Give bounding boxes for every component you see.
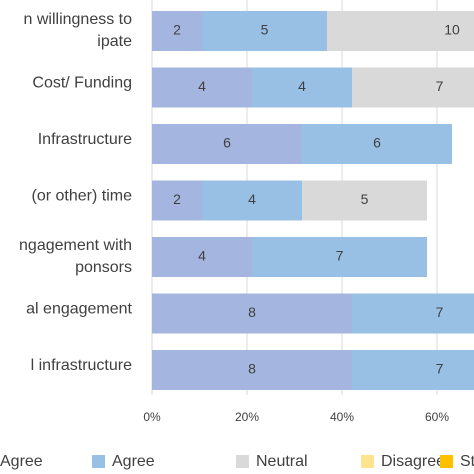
bar-segment (352, 67, 474, 108)
x-tick-label: 40% (330, 410, 354, 424)
bar-value-label: 10 (444, 22, 460, 38)
category-label: Infrastructure (38, 131, 132, 148)
bar-segment (302, 180, 427, 221)
x-tick-label: 0% (143, 410, 161, 424)
bar-segment (152, 237, 252, 277)
bar-segment (152, 180, 202, 221)
bar-value-label: 4 (198, 248, 206, 264)
bar-value-label: 4 (298, 78, 306, 94)
category-label: n willingness to (24, 11, 133, 28)
bar-value-label: 7 (336, 248, 344, 264)
category-label: al engagement (26, 301, 132, 318)
bar-value-label: 2 (173, 191, 181, 207)
legend-swatch (92, 455, 105, 468)
bar-value-label: 8 (248, 361, 256, 377)
legend-label: Agree (0, 453, 43, 470)
category-label: Cost/ Funding (32, 75, 132, 92)
category-label: ngagement with (19, 237, 132, 254)
bar-value-label: 2 (173, 22, 181, 38)
legend-swatch (440, 455, 453, 468)
bar-segment (352, 350, 474, 390)
bar-segment (302, 124, 452, 164)
x-tick-label: 60% (425, 410, 449, 424)
legend-label: Agree (112, 453, 155, 470)
bar-value-label: 5 (361, 191, 369, 207)
legend-label: Disagree (381, 453, 445, 470)
bar-segment (202, 180, 302, 221)
bar-value-label: 5 (261, 22, 269, 38)
legend-label: Neutral (256, 453, 308, 470)
bar-segment (152, 124, 302, 164)
bar-segment (152, 11, 202, 51)
category-label: (or other) time (32, 188, 133, 205)
bar-segment (152, 67, 252, 108)
bar-value-label: 6 (373, 135, 381, 151)
bar-value-label: 7 (436, 304, 444, 320)
bar-value-label: 7 (436, 361, 444, 377)
bar-segment (152, 350, 352, 390)
bar-value-label: 8 (248, 304, 256, 320)
bar-value-label: 4 (198, 78, 206, 94)
bar-segment (352, 293, 474, 334)
bar-segment (327, 11, 474, 51)
bar-segment (202, 11, 327, 51)
category-label: ponsors (75, 259, 132, 276)
bar-value-label: 4 (248, 191, 256, 207)
x-tick-label: 20% (235, 410, 259, 424)
bar-segment (152, 293, 352, 334)
legend-swatch (361, 455, 374, 468)
category-label: l infrastructure (31, 357, 132, 374)
bar-segment (252, 237, 427, 277)
bar-segment (252, 67, 352, 108)
legend-swatch (236, 455, 249, 468)
bar-value-label: 7 (436, 78, 444, 94)
category-label: ipate (97, 33, 132, 50)
legend-label: Strong (460, 453, 474, 470)
bar-value-label: 6 (223, 135, 231, 151)
